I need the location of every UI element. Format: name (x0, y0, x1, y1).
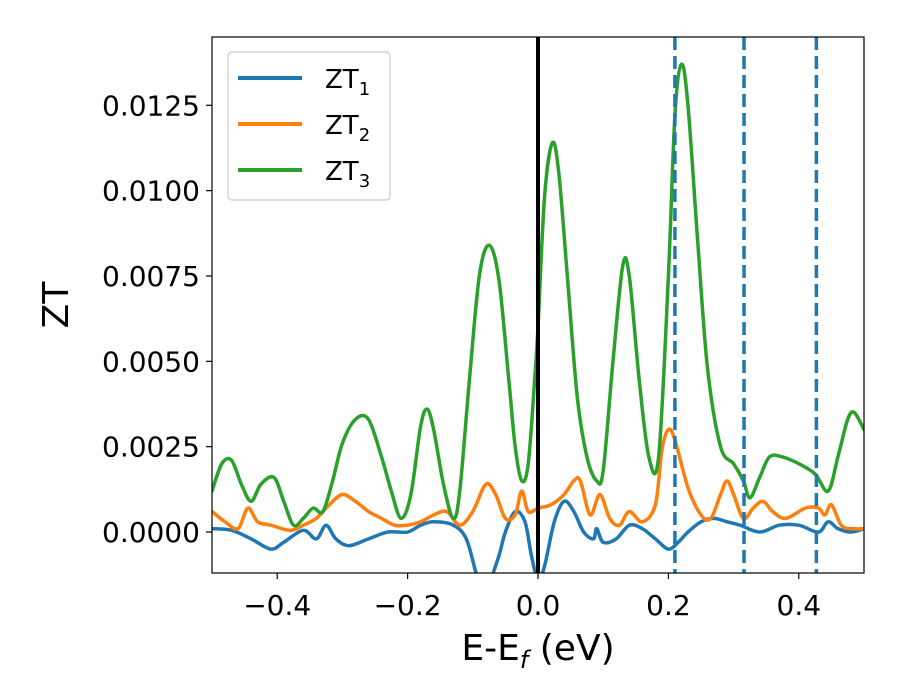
legend: ZT1 ZT2 ZT3 (227, 51, 391, 201)
series-layer (212, 62, 864, 573)
legend-label-1-subscript: 1 (359, 79, 370, 100)
legend-entry-2: ZT2 (238, 111, 370, 146)
x-tick-label: 0.4 (777, 589, 822, 622)
vertical-marker-lines (536, 37, 819, 573)
legend-label-2: ZT2 (325, 111, 370, 146)
x-axis-label-unit: (eV) (528, 628, 614, 669)
x-axis-label: E-Ef (eV) (461, 628, 614, 674)
series-line-3 (212, 62, 864, 528)
x-axis-label-main: E-E (461, 628, 519, 669)
x-tick-label: −0.2 (374, 589, 442, 622)
legend-label-3-subscript: 3 (359, 171, 370, 192)
y-tick-label: 0.0050 (102, 345, 200, 378)
x-axis-ticks: −0.4 −0.2 0.0 0.2 0.4 (243, 573, 821, 622)
y-tick-label: 0.0125 (102, 89, 200, 122)
legend-entry-3: ZT3 (238, 157, 370, 192)
legend-label-3-main: ZT (325, 157, 359, 187)
series-line-2 (212, 427, 864, 533)
y-tick-label: 0.0100 (102, 175, 200, 208)
series-line-1 (212, 499, 864, 573)
x-tick-label: 0.2 (646, 589, 691, 622)
legend-label-3: ZT3 (325, 157, 370, 192)
y-tick-label: 0.0025 (102, 431, 200, 464)
legend-frame (227, 51, 391, 201)
x-tick-label: −0.4 (243, 589, 311, 622)
y-axis-label: ZT (36, 281, 77, 329)
y-axis-ticks: 0.0000 0.0025 0.0050 0.0075 0.0100 0.0125 (102, 89, 212, 549)
y-tick-label: 0.0075 (102, 260, 200, 293)
y-tick-label: 0.0000 (102, 516, 200, 549)
legend-label-1-main: ZT (325, 65, 359, 95)
legend-label-2-subscript: 2 (359, 125, 370, 146)
legend-entry-1: ZT1 (238, 65, 370, 100)
legend-label-2-main: ZT (325, 111, 359, 141)
legend-label-1: ZT1 (325, 65, 370, 100)
x-tick-label: 0.0 (516, 589, 561, 622)
